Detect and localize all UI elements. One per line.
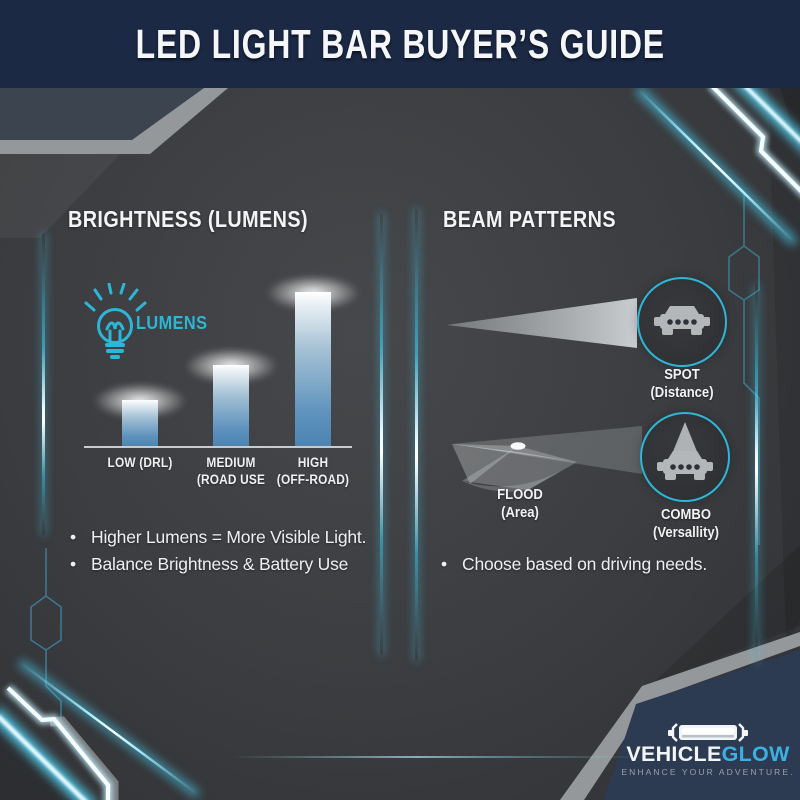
brightness-bullets: • Higher Lumens = More Visible Light. • Ba…: [70, 524, 366, 578]
top-left-gray-band: [0, 88, 228, 154]
vehicle-icon-combo: [657, 422, 713, 480]
bar-label-high: HIGH (OFF-ROAD): [276, 455, 350, 487]
circuit-lines-bottom-left: [30, 548, 62, 724]
divider-glow-line-2: [415, 209, 418, 661]
flood-beam-shape: [452, 426, 642, 492]
beam-bullets: • Choose based on driving needs.: [441, 551, 707, 578]
divider-glow-line-1: [380, 213, 383, 655]
bottom-left-dark-corner: [0, 705, 95, 800]
bullet-dot: •: [441, 554, 447, 574]
combo-circle: [640, 412, 730, 502]
page-title: LED LIGHT BAR BUYER’S GUIDE: [135, 20, 665, 67]
bullet-item: • Balance Brightness & Battery Use: [70, 551, 366, 578]
bar-low: [94, 383, 186, 446]
vehicle-icon: [654, 306, 710, 335]
brand-name-accent: GLOW: [721, 742, 790, 766]
right-glow-line: [755, 284, 758, 662]
bar-medium: [185, 348, 277, 446]
spot-circle: [637, 277, 727, 367]
bar-fill: [295, 292, 331, 446]
brand-tagline: ENHANCE YOUR ADVENTURE.: [621, 767, 795, 777]
top-right-beam: [635, 86, 798, 246]
brightness-heading: BRIGHTNESS (LUMENS): [68, 206, 309, 232]
bar-fill: [122, 400, 158, 446]
bar-label-low: LOW (DRL): [107, 455, 173, 470]
chart-axis-line: [84, 446, 352, 448]
top-left-soft-shape: [0, 154, 120, 238]
bullet-dot: •: [70, 527, 76, 547]
bar-high: [267, 275, 359, 446]
left-glow-line: [42, 233, 45, 535]
bottom-right-dark-shape: [652, 545, 800, 684]
lumens-label: LUMENS: [136, 312, 208, 333]
lightbar-logo-icon: [668, 723, 748, 742]
flood-hotspot-dot: [510, 442, 526, 450]
top-left-steel-shape: [0, 88, 210, 140]
beam-patterns-heading: BEAM PATTERNS: [443, 206, 616, 232]
bottom-right-gray-band: [560, 632, 800, 800]
bottom-left-streak: [0, 684, 119, 800]
combo-spot-beam: [672, 422, 698, 454]
bullet-item: • Higher Lumens = More Visible Light.: [70, 524, 366, 551]
bar-fill: [213, 365, 249, 446]
spot-label: SPOT (Distance): [650, 367, 714, 401]
brand-name: VEHICLEGLOW: [608, 742, 800, 767]
header-bar: LED LIGHT BAR BUYER’S GUIDE: [0, 0, 800, 88]
lightbulb-icon: [84, 283, 147, 359]
bottom-left-thin-beam: [17, 659, 201, 798]
spot-beam-shape: [447, 298, 637, 348]
bar-label-medium: MEDIUM (ROAD USE: [196, 455, 266, 487]
bullet-dot: •: [70, 554, 76, 574]
bullet-item: • Choose based on driving needs.: [441, 551, 707, 578]
flood-label: FLOOD (Area): [497, 487, 543, 521]
brand-name-primary: VEHICLE: [626, 742, 722, 766]
combo-label: COMBO (Versallity): [652, 507, 720, 541]
